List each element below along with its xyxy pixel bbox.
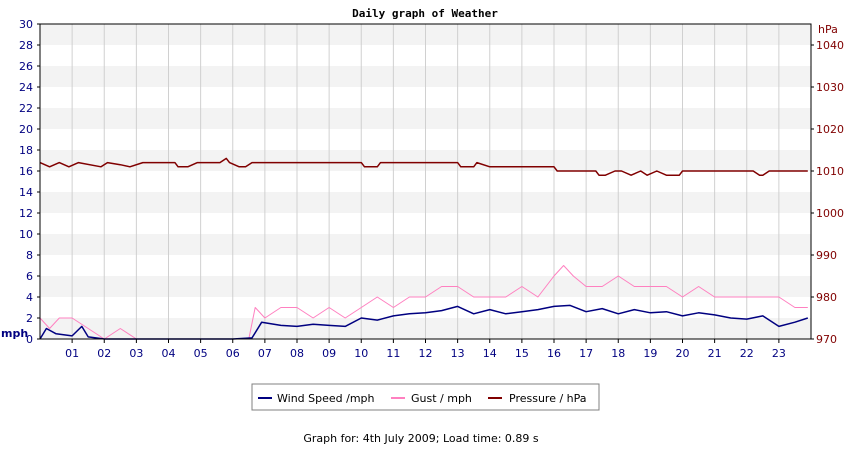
left-tick-label: 16 xyxy=(19,165,33,178)
left-tick-label: 24 xyxy=(19,81,33,94)
left-tick-label: 20 xyxy=(19,123,33,136)
x-tick-label: 09 xyxy=(322,347,336,360)
right-axis-ticks: 970 980 990 1000 1010 1020 1030 1040 xyxy=(811,39,844,346)
left-axis-unit: mph xyxy=(1,327,28,340)
right-tick-label: 1030 xyxy=(816,81,844,94)
right-tick-label: 990 xyxy=(816,249,837,262)
x-tick-label: 02 xyxy=(97,347,111,360)
legend-label-pressure: Pressure / hPa xyxy=(509,392,587,405)
right-tick-label: 1040 xyxy=(816,39,844,52)
x-tick-label: 22 xyxy=(740,347,754,360)
legend-label-wind-speed: Wind Speed /mph xyxy=(277,392,375,405)
right-tick-label: 970 xyxy=(816,333,837,346)
left-tick-label: 10 xyxy=(19,228,33,241)
left-tick-label: 18 xyxy=(19,144,33,157)
x-tick-label: 12 xyxy=(419,347,433,360)
x-tick-label: 04 xyxy=(162,347,176,360)
x-tick-label: 21 xyxy=(708,347,722,360)
x-tick-label: 16 xyxy=(547,347,561,360)
right-tick-label: 1020 xyxy=(816,123,844,136)
left-tick-label: 2 xyxy=(26,312,33,325)
footer-text: Graph for: 4th July 2009; Load time: 0.8… xyxy=(303,432,539,445)
left-tick-label: 26 xyxy=(19,60,33,73)
x-tick-label: 05 xyxy=(194,347,208,360)
x-tick-label: 08 xyxy=(290,347,304,360)
right-tick-label: 980 xyxy=(816,291,837,304)
right-tick-label: 1010 xyxy=(816,165,844,178)
x-axis-ticks: 01 02 03 04 05 06 07 08 09 10 11 12 13 14 15 16 17 18 19 20… xyxy=(65,339,786,360)
left-tick-label: 30 xyxy=(19,18,33,31)
left-tick-label: 14 xyxy=(19,186,33,199)
x-tick-label: 14 xyxy=(483,347,497,360)
x-tick-label: 01 xyxy=(65,347,79,360)
right-axis-unit: hPa xyxy=(818,23,838,36)
x-tick-label: 06 xyxy=(226,347,240,360)
x-tick-label: 10 xyxy=(354,347,368,360)
left-tick-label: 8 xyxy=(26,249,33,262)
left-tick-label: 6 xyxy=(26,270,33,283)
left-tick-label: 4 xyxy=(26,291,33,304)
x-tick-label: 20 xyxy=(676,347,690,360)
x-tick-label: 07 xyxy=(258,347,272,360)
left-tick-label: 28 xyxy=(19,39,33,52)
x-tick-label: 11 xyxy=(386,347,400,360)
x-tick-label: 19 xyxy=(643,347,657,360)
left-tick-label: 0 xyxy=(26,333,33,346)
x-tick-label: 18 xyxy=(611,347,625,360)
legend-box xyxy=(251,383,600,411)
left-tick-label: 12 xyxy=(19,207,33,220)
x-tick-label: 03 xyxy=(129,347,143,360)
series-pressure xyxy=(39,157,808,176)
x-tick-label: 15 xyxy=(515,347,529,360)
legend-label-gust: Gust / mph xyxy=(411,392,472,405)
legend: Wind Speed /mph Gust / mph Pressure / hP… xyxy=(251,383,600,411)
right-tick-label: 1000 xyxy=(816,207,844,220)
x-tick-label: 23 xyxy=(772,347,786,360)
x-tick-label: 13 xyxy=(451,347,465,360)
x-tick-label: 17 xyxy=(579,347,593,360)
left-tick-label: 22 xyxy=(19,102,33,115)
chart-title: Daily graph of Weather xyxy=(352,7,498,20)
